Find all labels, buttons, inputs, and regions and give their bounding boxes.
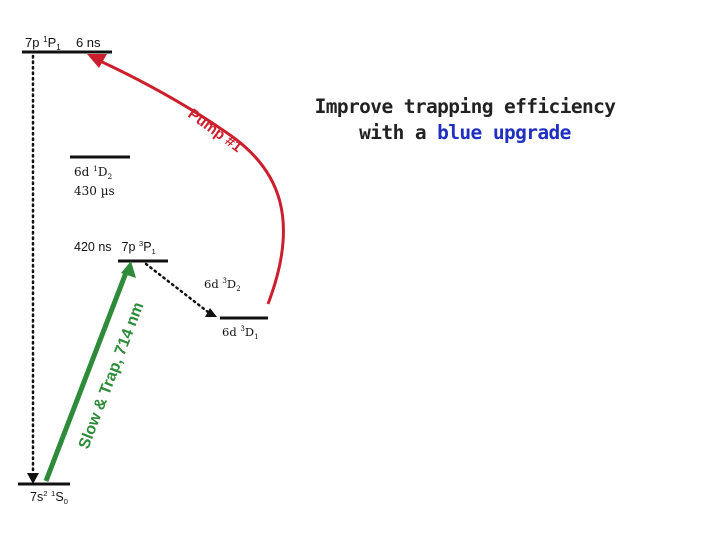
level-term: S xyxy=(55,490,64,504)
lifetime-6ns: 6 ns xyxy=(75,35,101,50)
level-config: 7s xyxy=(30,490,44,504)
level-term: D xyxy=(244,325,255,339)
pump-label: Pump #1 xyxy=(185,105,246,156)
level-multiplicity: 3 xyxy=(138,239,144,248)
level-j: 1 xyxy=(56,43,61,52)
title-line-1: Improve trapping efficiency xyxy=(314,95,616,118)
level-multiplicity: 1 xyxy=(93,164,98,173)
level-j: 1 xyxy=(254,332,259,341)
level-multiplicity: 1 xyxy=(43,35,48,44)
level-j: 0 xyxy=(63,497,68,506)
decay-line-3p1-3d1 xyxy=(144,262,210,314)
trap-arrowhead xyxy=(121,261,136,278)
level-term: P xyxy=(47,35,57,50)
lifetime-430us: 430 µs xyxy=(74,184,115,198)
pump-arrowhead xyxy=(87,54,107,68)
label-7p-3p1: 420 ns 7p 3P1 xyxy=(74,239,156,256)
level-exponent: 2 xyxy=(43,489,48,498)
title-line-2: with a blue upgrade xyxy=(300,120,630,146)
level-config: 6d xyxy=(204,277,223,291)
label-ground: 7s2 1S0 xyxy=(30,489,68,506)
level-multiplicity: 1 xyxy=(51,489,56,498)
title-prefix: with a xyxy=(359,121,438,144)
level-j: 1 xyxy=(151,247,156,256)
lifetime-420ns: 420 ns xyxy=(74,240,112,254)
label-7p-1p1: 7p 1P1 6 ns xyxy=(25,35,101,52)
level-j: 2 xyxy=(236,284,241,293)
decay-arrowhead-3d1 xyxy=(205,308,217,317)
title-highlight: blue upgrade xyxy=(437,121,571,144)
level-term: D xyxy=(97,165,108,179)
level-multiplicity: 3 xyxy=(222,276,227,285)
trap-arrow xyxy=(43,269,130,482)
level-term: D xyxy=(226,277,237,291)
level-config: 7p xyxy=(25,35,44,50)
level-multiplicity: 3 xyxy=(240,324,245,333)
level-j: 2 xyxy=(107,172,113,181)
level-config: 7p xyxy=(121,240,139,254)
label-6d-1d2: 6d 1D2 430 µs xyxy=(74,161,115,199)
label-6d-3d2: 6d 3D2 xyxy=(204,276,241,293)
label-6d-3d1: 6d 3D1 xyxy=(222,324,259,341)
pump-arrow xyxy=(97,58,285,305)
level-config: 6d xyxy=(222,325,241,339)
level-config: 6d xyxy=(74,165,94,179)
decay-arrowhead-ground xyxy=(27,473,39,484)
level-term: P xyxy=(143,240,152,254)
slide-title: Improve trapping efficiency with a blue … xyxy=(300,94,630,146)
